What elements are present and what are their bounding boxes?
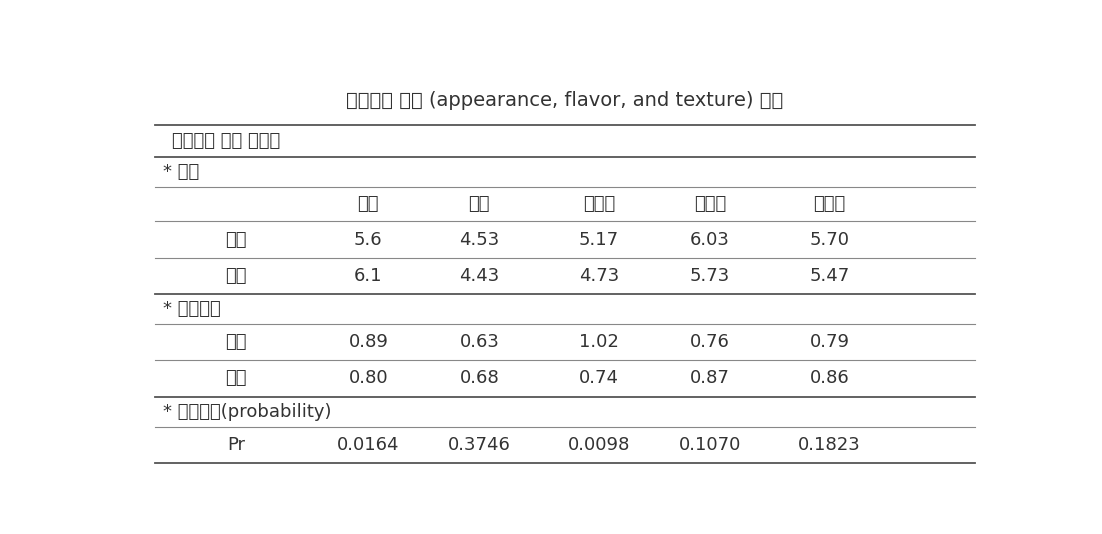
Text: 0.3746: 0.3746 bbox=[447, 436, 511, 454]
Text: 0.0164: 0.0164 bbox=[337, 436, 400, 454]
Text: 0.0098: 0.0098 bbox=[568, 436, 630, 454]
Text: 0.79: 0.79 bbox=[810, 333, 850, 351]
Text: 단단함: 단단함 bbox=[694, 195, 726, 213]
Text: 미강: 미강 bbox=[225, 267, 247, 285]
Text: 6.03: 6.03 bbox=[690, 231, 730, 249]
Text: 1.02: 1.02 bbox=[579, 333, 619, 351]
Text: 0.86: 0.86 bbox=[810, 370, 850, 388]
Text: 딱딱함: 딱딱함 bbox=[813, 195, 845, 213]
Text: 4.73: 4.73 bbox=[579, 267, 619, 285]
Text: 5.73: 5.73 bbox=[690, 267, 731, 285]
Text: 0.89: 0.89 bbox=[348, 333, 388, 351]
Text: 5.70: 5.70 bbox=[810, 231, 850, 249]
Text: 기본: 기본 bbox=[225, 231, 247, 249]
Text: 0.80: 0.80 bbox=[348, 370, 388, 388]
Text: 관능품질 강도 (appearance, flavor, and texture) 분석: 관능품질 강도 (appearance, flavor, and texture… bbox=[346, 91, 784, 110]
Text: 5.17: 5.17 bbox=[579, 231, 619, 249]
Text: 단맛: 단맛 bbox=[468, 195, 490, 213]
Text: 0.68: 0.68 bbox=[460, 370, 499, 388]
Text: 고소함: 고소함 bbox=[583, 195, 615, 213]
Text: 5.47: 5.47 bbox=[809, 267, 850, 285]
Text: 0.87: 0.87 bbox=[690, 370, 730, 388]
Text: 미강: 미강 bbox=[225, 370, 247, 388]
Text: 0.1823: 0.1823 bbox=[798, 436, 861, 454]
Text: 4.43: 4.43 bbox=[460, 267, 499, 285]
Text: 0.76: 0.76 bbox=[690, 333, 730, 351]
Text: * 유의확률(probability): * 유의확률(probability) bbox=[163, 403, 332, 421]
Text: 0.1070: 0.1070 bbox=[679, 436, 742, 454]
Text: * 평균: * 평균 bbox=[163, 163, 199, 181]
Text: * 표준편차: * 표준편차 bbox=[163, 300, 222, 318]
Text: 6.1: 6.1 bbox=[354, 267, 382, 285]
Text: 0.74: 0.74 bbox=[579, 370, 619, 388]
Text: 5.6: 5.6 bbox=[354, 231, 382, 249]
Text: 기본: 기본 bbox=[225, 333, 247, 351]
Text: 0.63: 0.63 bbox=[460, 333, 499, 351]
Text: 특성강도 요약 테이블: 특성강도 요약 테이블 bbox=[172, 132, 280, 150]
Text: 싼맛: 싼맛 bbox=[357, 195, 379, 213]
Text: 4.53: 4.53 bbox=[460, 231, 499, 249]
Text: Pr: Pr bbox=[227, 436, 245, 454]
